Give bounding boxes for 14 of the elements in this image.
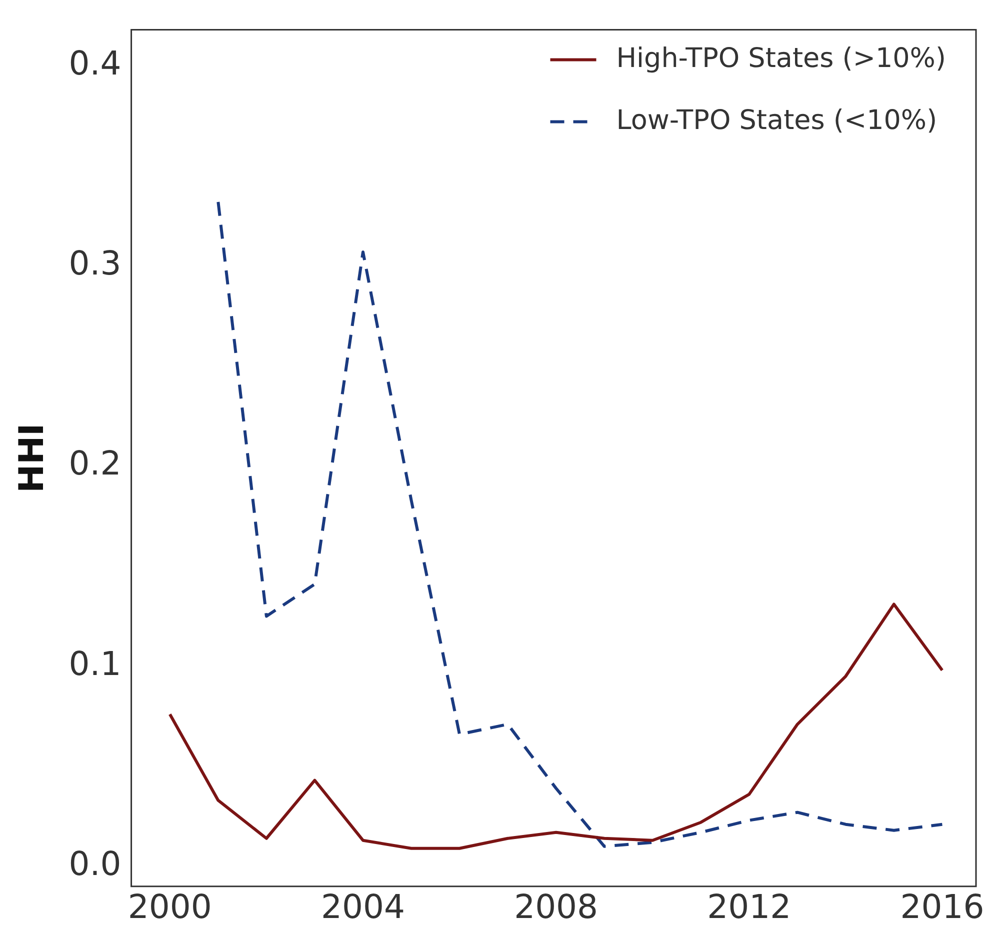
y-tick-label: 0.3 <box>68 244 122 283</box>
x-tick-label: 2016 <box>900 886 984 926</box>
y-tick-label: 0.2 <box>68 444 122 483</box>
x-tick-label: 2012 <box>707 886 792 926</box>
line-series <box>216 200 944 848</box>
y-tick-label: 0.1 <box>68 644 122 683</box>
x-tick-label: 2008 <box>514 886 598 926</box>
y-tick-label: 0.4 <box>68 43 122 82</box>
y-axis-title: HHI <box>12 423 52 493</box>
legend-label: High-TPO States (>10%) <box>616 42 946 74</box>
legend-label: Low-TPO States (<10%) <box>616 104 938 136</box>
y-tick-label: 0.0 <box>68 844 122 883</box>
x-tick-label: 2004 <box>320 886 405 926</box>
x-tick-label: 2000 <box>128 886 212 926</box>
